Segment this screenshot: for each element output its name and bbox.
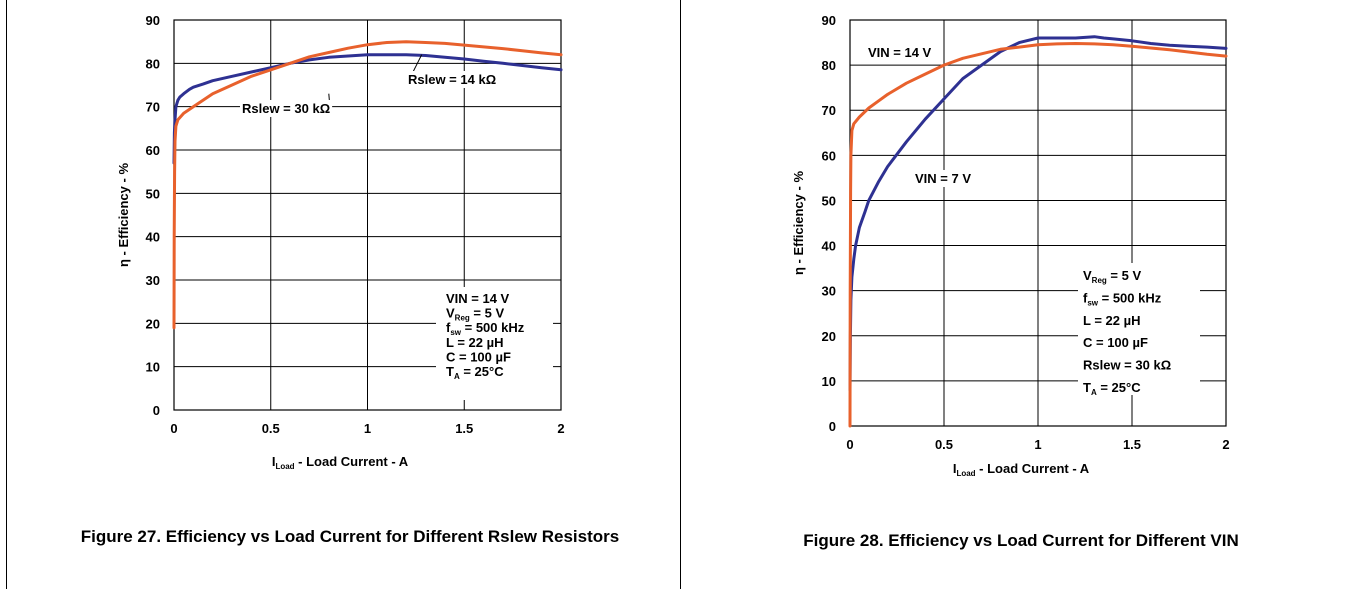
figure-27-annotation-label: Rslew = 30 kΩ <box>242 101 330 116</box>
figure-28-y-tick-label: 60 <box>822 148 836 163</box>
figure-27-y-tick-label: 80 <box>146 56 160 71</box>
figure-28-condition-text: Rslew = 30 kΩ <box>1083 358 1171 373</box>
figure-27-condition-text: fsw = 500 kHz <box>446 320 525 337</box>
figure-28-x-tick-label: 1 <box>1034 437 1041 452</box>
figure-27-condition-text: TA = 25°C <box>446 364 504 381</box>
figure-28-y-tick-label: 0 <box>829 419 836 434</box>
figure-28-y-tick-label: 30 <box>822 284 836 299</box>
figure-28-annotation-bg <box>913 170 974 187</box>
figure-27-series-line-orange <box>172 40 563 330</box>
figure-28-x-axis-label: ILoad - Load Current - A <box>953 461 1090 478</box>
figure-28-x-tick-label: 2 <box>1222 437 1229 452</box>
figure-27-x-tick-label: 1.5 <box>455 421 473 436</box>
panel-divider <box>680 0 681 589</box>
figure-28-x-tick-label: 1.5 <box>1123 437 1141 452</box>
figure-27-x-tick-label: 2 <box>557 421 564 436</box>
figure-27-condition-text: VIN = 14 V <box>446 291 510 306</box>
figure-28-y-tick-label: 80 <box>822 58 836 73</box>
figure-27-condition-text: VReg = 5 V <box>446 306 504 323</box>
figure-27-conditions-box <box>436 287 553 400</box>
figure-28-condition-text: C = 100 µF <box>1083 335 1148 350</box>
figure-28-caption-text: Figure 28. Efficiency vs Load Current fo… <box>803 531 1239 550</box>
figure-28-condition-text: TA = 25°C <box>1083 380 1141 397</box>
figure-27-y-tick-label: 30 <box>146 273 160 288</box>
figure-27-caption-text: Figure 27. Efficiency vs Load Current fo… <box>80 527 620 546</box>
figure-27-y-tick-label: 0 <box>153 403 160 418</box>
figure-28-series-line-blue <box>848 35 1228 392</box>
figure-28-y-tick-label: 20 <box>822 329 836 344</box>
figure-27-y-tick-label: 50 <box>146 186 160 201</box>
figure-27-annotation-bg <box>240 100 333 117</box>
figure-27-x-tick-label: 1 <box>364 421 371 436</box>
figure-27-x-tick-label: 0 <box>170 421 177 436</box>
figure-28-annotation-bg <box>866 44 934 61</box>
figure-27-y-tick-label: 60 <box>146 143 160 158</box>
figure-28-y-tick-label: 40 <box>822 239 836 254</box>
figure-28-annotation-label: VIN = 14 V <box>868 45 932 60</box>
figure-27-y-tick-label: 70 <box>146 100 160 115</box>
left-border-line <box>6 0 7 589</box>
figure-27-annotation-bg <box>406 71 499 88</box>
figure-28-condition-text: L = 22 µH <box>1083 313 1140 328</box>
figure-27-x-tick-label: 0.5 <box>262 421 280 436</box>
figure-28-panel: 0 0.5 1 1.5 2 0 10 20 30 40 50 60 70 80 90 ILoad - Load… <box>681 0 1351 589</box>
figure-27-y-tick-label: 40 <box>146 230 160 245</box>
figure-27-caption: Figure 27. Efficiency vs Load Current fo… <box>60 526 640 548</box>
figure-27-x-axis-label: ILoad - Load Current - A <box>272 454 409 471</box>
figure-28-caption: Figure 28. Efficiency vs Load Current fo… <box>721 530 1321 552</box>
figure-28-y-axis-label: η - Efficiency - % <box>791 171 806 275</box>
figure-28-y-tick-label: 10 <box>822 374 836 389</box>
figure-28-conditions-box <box>1078 263 1200 395</box>
figure-28-x-tick-label: 0.5 <box>935 437 953 452</box>
figure-27-y-tick-label: 90 <box>146 13 160 28</box>
figure-28-condition-text: VReg = 5 V <box>1083 268 1141 285</box>
figure-27-y-tick-label: 10 <box>146 360 160 375</box>
figure-28-x-tick-label: 0 <box>846 437 853 452</box>
figure-27-condition-text: L = 22 µH <box>446 335 503 350</box>
figure-28-y-tick-label: 90 <box>822 13 836 28</box>
figure-27-condition-text: C = 100 µF <box>446 349 511 364</box>
figure-28-y-tick-label: 70 <box>822 103 836 118</box>
figure-27-y-axis-label: η - Efficiency - % <box>116 163 131 267</box>
figure-28-condition-text: fsw = 500 kHz <box>1083 290 1162 307</box>
figure-27-panel: 0 0.5 1 1.5 2 0 10 20 30 40 50 60 70 80 90 ILoad - Load… <box>60 13 640 548</box>
figure-28-annotation-label: VIN = 7 V <box>915 171 971 186</box>
figure-27-y-tick-label: 20 <box>146 316 160 331</box>
figure-28-series-line-orange <box>848 42 1228 428</box>
figure-27-annotation-label: Rslew = 14 kΩ <box>408 72 496 87</box>
figure-28-y-tick-label: 50 <box>822 193 836 208</box>
